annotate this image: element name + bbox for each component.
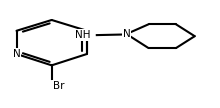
Text: NH: NH <box>75 30 90 40</box>
Text: Br: Br <box>53 81 64 91</box>
Text: N: N <box>123 29 130 39</box>
Text: N: N <box>13 49 20 59</box>
